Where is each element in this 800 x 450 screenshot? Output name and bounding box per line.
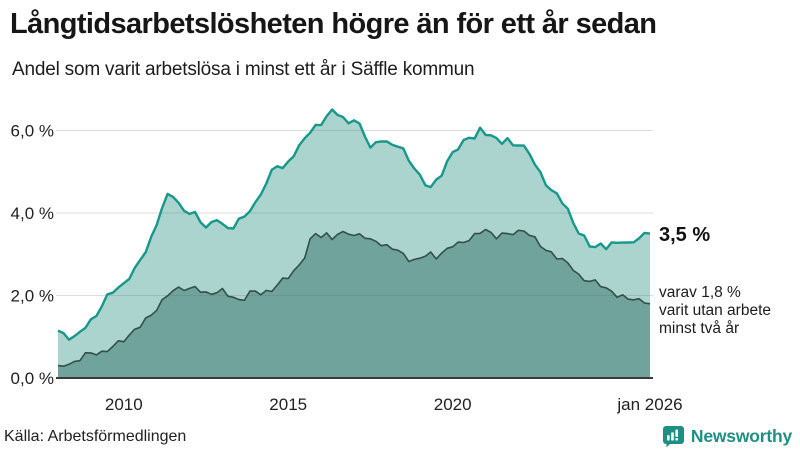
brand-name: Newsworthy — [690, 426, 792, 446]
logo-bars — [666, 429, 678, 441]
area-fill-min-two-years — [58, 229, 650, 378]
latest-value-label: 3,5 % — [659, 224, 710, 246]
y-axis-labels: 0,0 % 2,0 % 4,0 % 6,0 % — [11, 122, 54, 389]
chart-subtitle: Andel som varit arbetslösa i minst ett å… — [12, 59, 475, 80]
chart-title: Långtidsarbetslösheten högre än för ett … — [10, 8, 657, 40]
y-tick-4: 4,0 % — [11, 204, 54, 223]
y-tick-0: 0,0 % — [11, 369, 54, 388]
secondary-annotation-line3: minst två år — [659, 320, 739, 337]
newsworthy-logo-icon — [662, 426, 684, 448]
x-tick-2010: 2010 — [105, 395, 143, 414]
y-tick-2: 2,0 % — [11, 287, 54, 306]
source-note: Källa: Arbetsförmedlingen — [4, 428, 187, 445]
x-tick-2015: 2015 — [269, 395, 307, 414]
secondary-annotation-line1: varav 1,8 % — [659, 284, 741, 301]
latest-value-annotations: 3,5 % varav 1,8 % varit utan arbete mins… — [659, 224, 771, 337]
unemployment-area-chart: 0,0 % 2,0 % 4,0 % 6,0 % 2010 2015 2020 j… — [11, 108, 771, 414]
x-tick-2020: 2020 — [434, 395, 472, 414]
x-axis-labels: 2010 2015 2020 jan 2026 — [105, 395, 683, 414]
horizontal-gridlines — [56, 129, 653, 297]
y-tick-6: 6,0 % — [11, 122, 54, 141]
x-tick-jan-2026: jan 2026 — [616, 395, 682, 414]
newsworthy-brand: Newsworthy — [662, 425, 792, 448]
line-min-two-years — [57, 228, 651, 367]
secondary-annotation-line2: varit utan arbete — [659, 302, 771, 319]
line-min-one-year — [57, 108, 651, 341]
